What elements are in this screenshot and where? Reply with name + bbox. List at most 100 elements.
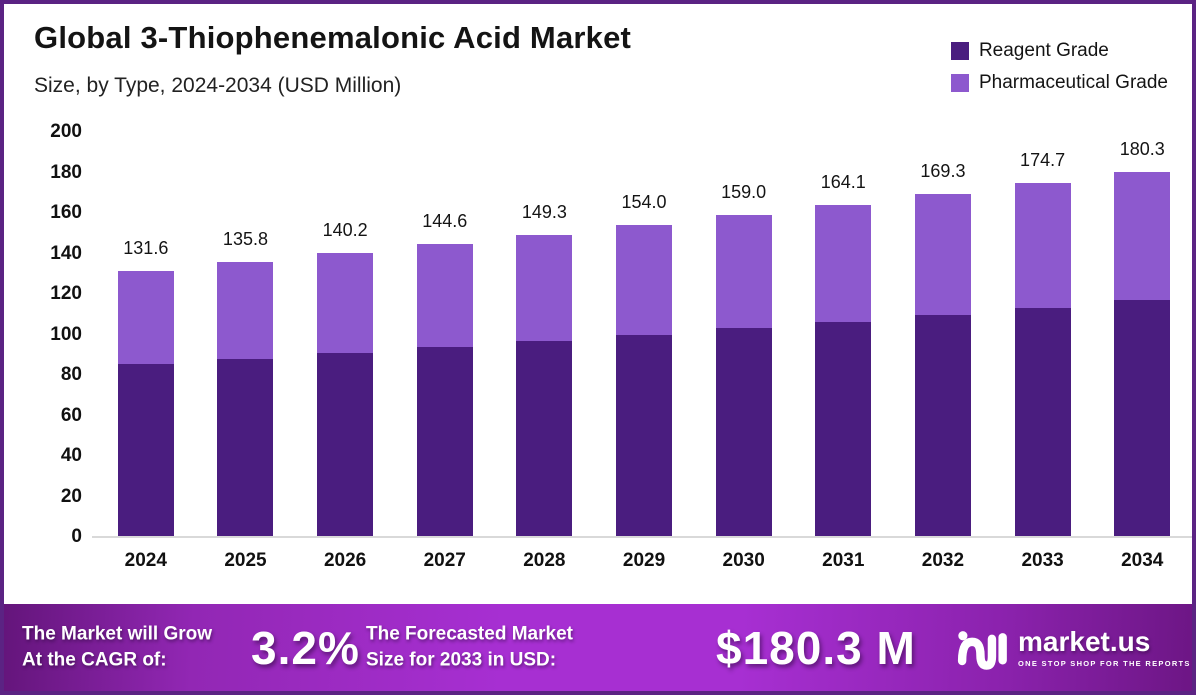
bar-total-label-2026: 140.2 xyxy=(322,220,368,241)
x-tick-2033: 2033 xyxy=(1021,550,1064,571)
brand-tagline: ONE STOP SHOP FOR THE REPORTS xyxy=(1018,658,1191,668)
bar-total-label-2024: 131.6 xyxy=(123,237,169,258)
bar-total-label-2032: 169.3 xyxy=(920,161,966,182)
bar-total-label-2027: 144.6 xyxy=(422,211,468,232)
reagent-grade-segment-2029 xyxy=(616,334,673,537)
bar-total-label-2028: 149.3 xyxy=(521,201,567,222)
x-tick-2032: 2032 xyxy=(921,550,965,571)
stacked-bar-2029 xyxy=(616,225,673,537)
y-tick-100: 100 xyxy=(50,323,82,345)
y-tick-200: 200 xyxy=(50,121,82,142)
reagent-grade-segment-2032 xyxy=(914,314,971,537)
bar-total-label-2031: 164.1 xyxy=(820,171,866,192)
pharmaceutical-grade-swatch xyxy=(950,74,969,92)
x-axis-line xyxy=(92,536,1192,538)
y-tick-180: 180 xyxy=(50,161,82,183)
legend-item-reagent-grade: Reagent Grade xyxy=(950,40,1168,62)
legend: Reagent Grade Pharmaceutical Grade xyxy=(950,40,1168,94)
y-tick-60: 60 xyxy=(60,404,82,426)
stacked-bar-2031 xyxy=(815,204,872,537)
legend-label: Reagent Grade xyxy=(978,40,1109,61)
pharmaceutical-grade-segment-2032 xyxy=(914,194,971,315)
pharmaceutical-grade-segment-2030 xyxy=(715,215,772,329)
bar-total-label-2030: 159.0 xyxy=(721,182,767,203)
y-axis: 0 20 40 60 80 100 120 140 160 180 200 xyxy=(4,121,82,547)
reagent-grade-segment-2030 xyxy=(715,328,772,537)
y-tick-80: 80 xyxy=(60,364,82,385)
bar-group-2034: 180.3 xyxy=(1092,132,1192,537)
x-tick-2031: 2031 xyxy=(822,550,865,571)
reagent-grade-segment-2033 xyxy=(1014,307,1071,537)
cagr-caption: The Market will Grow At the CAGR of: xyxy=(22,621,212,674)
reagent-grade-segment-2026 xyxy=(317,352,374,537)
reagent-grade-segment-2024 xyxy=(117,364,174,537)
pharmaceutical-grade-segment-2024 xyxy=(117,270,174,365)
x-tick-2029: 2029 xyxy=(622,550,666,571)
y-tick-160: 160 xyxy=(50,202,82,223)
bar-group-2032: 169.3 xyxy=(893,132,993,537)
x-tick-2026: 2026 xyxy=(323,550,367,571)
stacked-bar-2032 xyxy=(914,194,971,537)
forecast-value: $180.3 M xyxy=(716,621,916,674)
x-tick-2028: 2028 xyxy=(523,550,566,571)
legend-label: Pharmaceutical Grade xyxy=(978,72,1168,93)
footer-banner: The Market will Grow At the CAGR of: 3.2… xyxy=(4,604,1192,691)
bar-group-2024: 131.6 xyxy=(96,132,196,537)
y-tick-40: 40 xyxy=(60,445,82,466)
bar-group-2028: 149.3 xyxy=(495,132,595,537)
plot-area: 131.6 135.8 140.2 144.6 149.3 154.0 159.0 164.1… xyxy=(96,132,1192,537)
cagr-caption-line1: The Market will Grow xyxy=(22,622,213,644)
pharmaceutical-grade-segment-2027 xyxy=(416,244,473,348)
forecast-caption: The Forecasted Market Size for 2033 in U… xyxy=(366,621,573,674)
bar-group-2026: 140.2 xyxy=(295,132,395,537)
brand-logo: market.us ONE STOP SHOP FOR THE REPORTS xyxy=(956,624,1191,672)
pharmaceutical-grade-segment-2026 xyxy=(317,253,374,353)
stacked-bar-2026 xyxy=(317,253,374,537)
reagent-grade-segment-2028 xyxy=(516,340,573,537)
pharmaceutical-grade-segment-2029 xyxy=(616,225,673,335)
y-tick-120: 120 xyxy=(50,283,82,304)
forecast-caption-line1: The Forecasted Market xyxy=(366,622,573,644)
bar-total-label-2025: 135.8 xyxy=(222,229,268,250)
reagent-grade-segment-2025 xyxy=(217,358,274,537)
stacked-bar-2027 xyxy=(416,244,473,537)
stacked-bar-2028 xyxy=(516,234,573,537)
brand-name: market.us xyxy=(1018,626,1151,658)
reagent-grade-segment-2031 xyxy=(815,321,872,537)
bar-group-2029: 154.0 xyxy=(594,132,694,537)
pharmaceutical-grade-segment-2031 xyxy=(815,204,872,322)
y-tick-0: 0 xyxy=(71,526,82,547)
stacked-bar-2034 xyxy=(1114,171,1171,537)
brand-text: market.us ONE STOP SHOP FOR THE REPORTS xyxy=(1018,626,1191,668)
cagr-caption-line2: At the CAGR of: xyxy=(22,649,167,671)
cagr-value: 3.2% xyxy=(251,621,360,674)
stacked-bar-2024 xyxy=(117,270,174,537)
pharmaceutical-grade-segment-2028 xyxy=(516,234,573,341)
bar-total-label-2033: 174.7 xyxy=(1020,150,1066,171)
market-us-logo-icon xyxy=(957,630,1007,670)
y-tick-140: 140 xyxy=(50,242,82,264)
reagent-grade-swatch xyxy=(950,42,969,60)
bar-group-2025: 135.8 xyxy=(196,132,296,537)
bar-group-2033: 174.7 xyxy=(993,132,1093,537)
reagent-grade-segment-2034 xyxy=(1114,300,1171,537)
chart-region: 0 20 40 60 80 100 120 140 160 180 200 131.6 135.8 14… xyxy=(4,121,1192,604)
pharmaceutical-grade-segment-2033 xyxy=(1014,183,1071,308)
bar-group-2031: 164.1 xyxy=(793,132,893,537)
forecast-caption-line2: Size for 2033 in USD: xyxy=(366,649,557,671)
bar-total-label-2034: 180.3 xyxy=(1119,138,1165,159)
bar-group-2027: 144.6 xyxy=(395,132,495,537)
x-axis-labels: 2024 2025 2026 2027 2028 2029 2030 2031 2032 2033… xyxy=(96,550,1192,572)
page-title: Global 3-Thiophenemalonic Acid Market xyxy=(34,20,632,55)
x-tick-2027: 2027 xyxy=(423,550,466,571)
bar-group-2030: 159.0 xyxy=(694,132,794,537)
bar-total-label-2029: 154.0 xyxy=(621,192,667,213)
reagent-grade-segment-2027 xyxy=(416,347,473,537)
pharmaceutical-grade-segment-2034 xyxy=(1114,171,1171,301)
x-tick-2034: 2034 xyxy=(1121,550,1164,571)
y-tick-20: 20 xyxy=(60,485,82,507)
legend-item-pharmaceutical-grade: Pharmaceutical Grade xyxy=(950,72,1168,94)
x-tick-2024: 2024 xyxy=(124,550,167,571)
stacked-bar-2033 xyxy=(1014,183,1071,537)
